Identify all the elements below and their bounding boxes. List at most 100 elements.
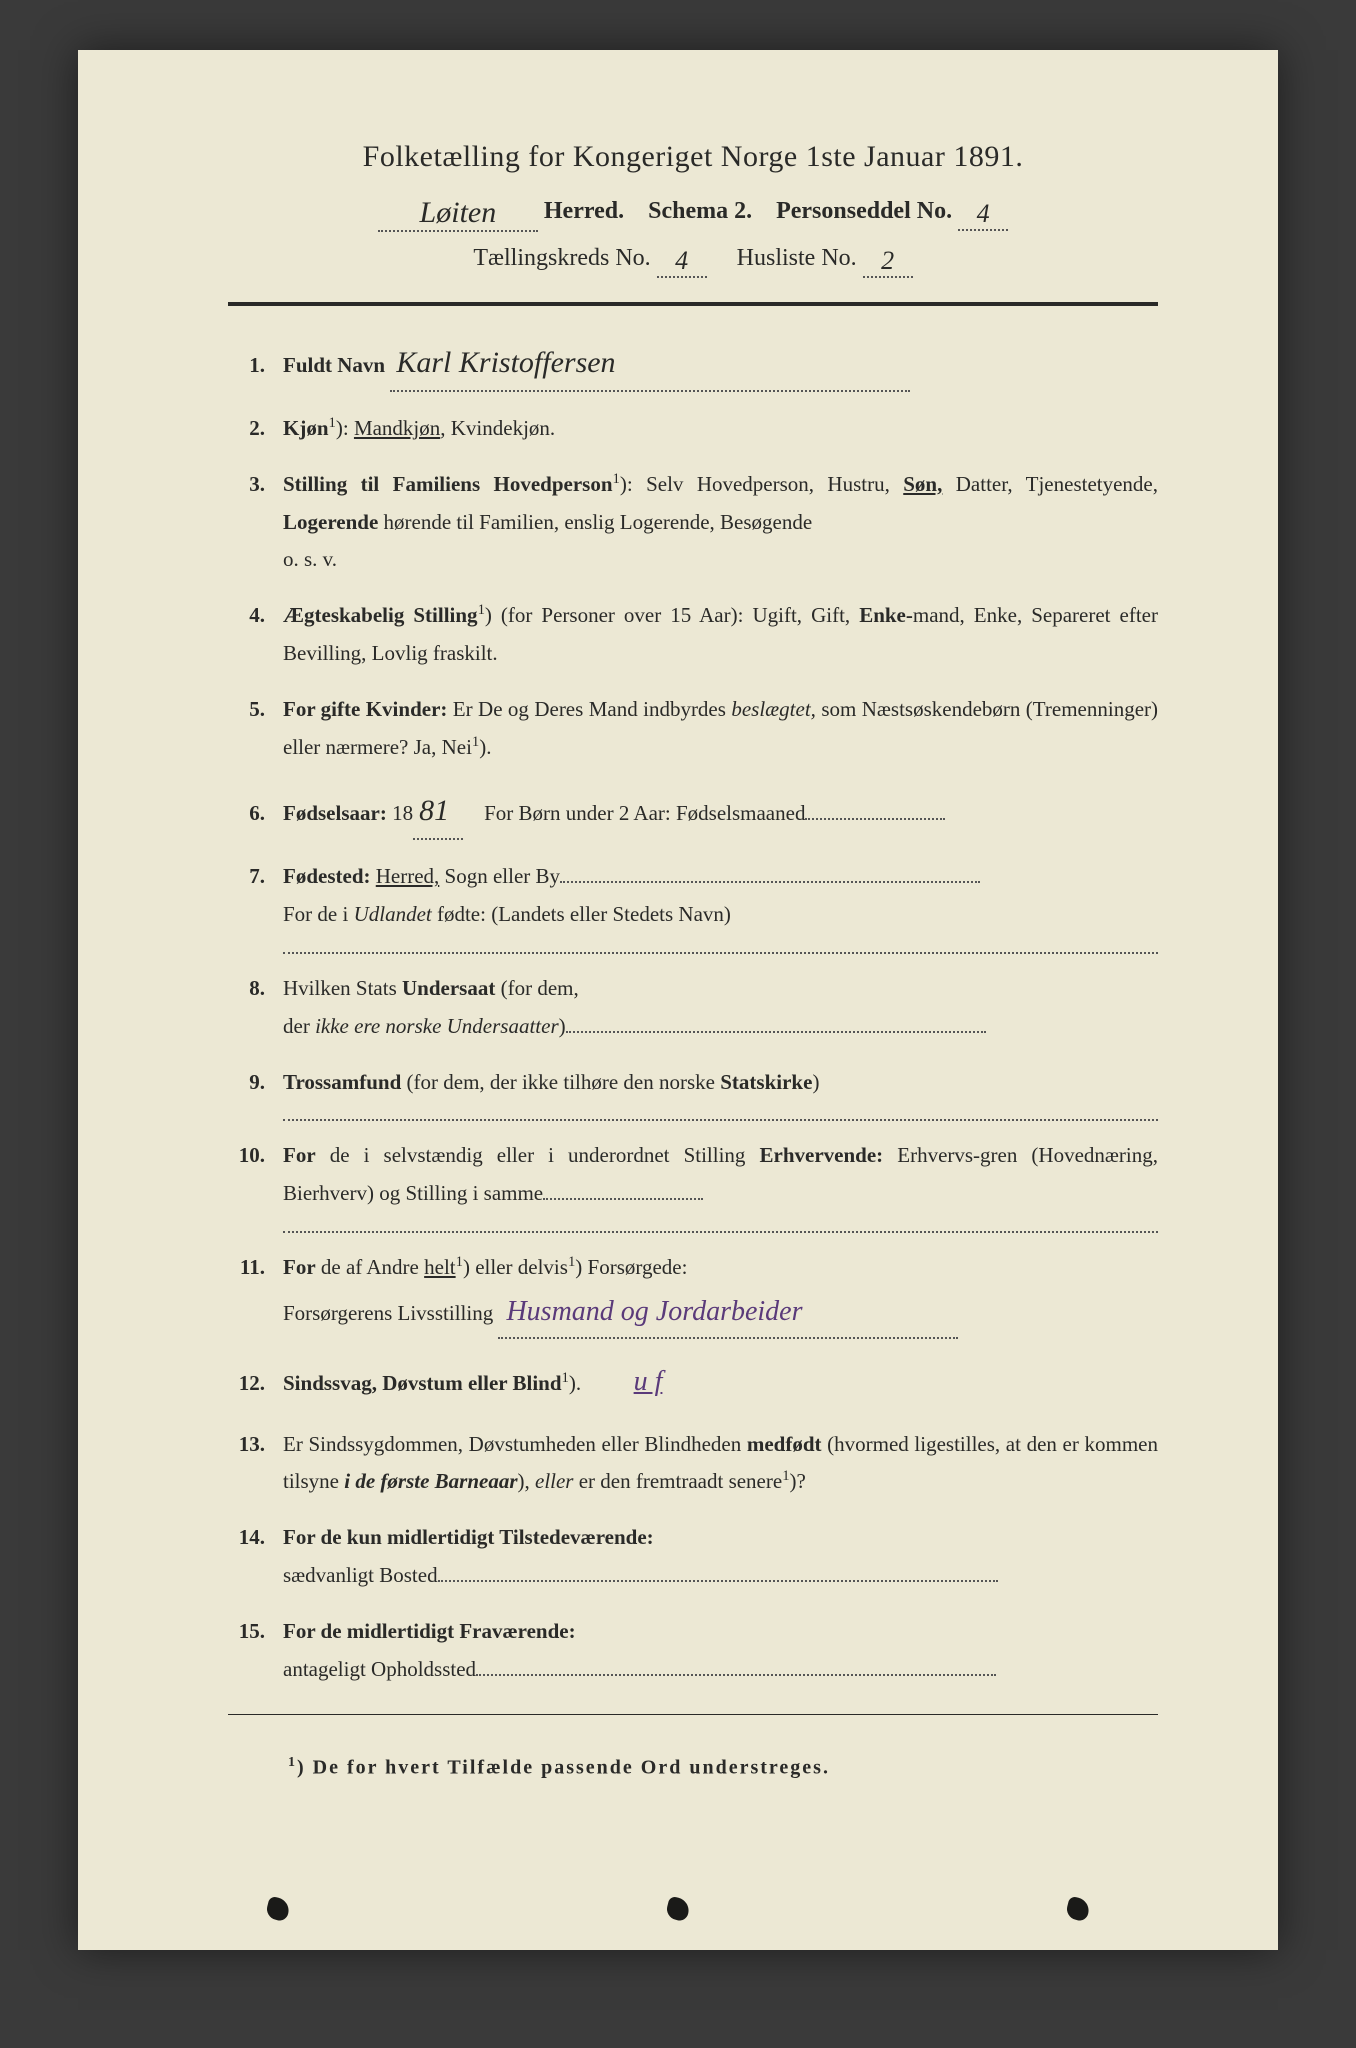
herred: Herred, bbox=[376, 864, 440, 888]
label: Kjøn bbox=[283, 416, 329, 440]
herred-label: Herred. bbox=[544, 198, 624, 225]
item-body: For de midlertidigt Fraværende: antageli… bbox=[283, 1613, 1158, 1689]
subtitle-row-1: Løiten Herred. Schema 2. Personseddel No… bbox=[228, 192, 1158, 228]
end: )? bbox=[790, 1469, 806, 1493]
item-13: 13. Er Sindssygdommen, Døvstumheden elle… bbox=[228, 1426, 1158, 1502]
rest2: ), bbox=[518, 1469, 536, 1493]
udlandet: Udlandet bbox=[354, 902, 432, 926]
rest: (for dem, der ikke tilhøre den norske bbox=[401, 1070, 720, 1094]
item-body: Er Sindssygdommen, Døvstumheden eller Bl… bbox=[283, 1426, 1158, 1502]
item-num: 15. bbox=[228, 1613, 283, 1651]
cont: sædvanligt Bosted bbox=[283, 1563, 438, 1587]
dots bbox=[560, 881, 980, 883]
label: For de midlertidigt Fraværende: bbox=[283, 1619, 576, 1643]
item-num: 1. bbox=[228, 347, 283, 385]
end: ) bbox=[812, 1070, 819, 1094]
text: Er Sindssygdommen, Døvstumheden eller Bl… bbox=[283, 1432, 747, 1456]
item-body: Fødested: Herred, Sogn eller By For de i… bbox=[283, 858, 1158, 934]
item-body: For gifte Kvinder: Er De og Deres Mand i… bbox=[283, 691, 1158, 767]
label: Sindssvag, Døvstum eller Blind bbox=[283, 1371, 562, 1395]
dots bbox=[566, 1031, 986, 1033]
dots-line bbox=[283, 1119, 1158, 1121]
spot-icon bbox=[665, 1896, 692, 1923]
item-body: Ægteskabelig Stilling1) (for Personer ov… bbox=[283, 597, 1158, 673]
item-body: Fødselsaar: 1881 For Børn under 2 Aar: F… bbox=[283, 784, 1158, 840]
item-9: 9. Trossamfund (for dem, der ikke tilhør… bbox=[228, 1064, 1158, 1102]
end: ). bbox=[479, 735, 491, 759]
dots bbox=[438, 1580, 998, 1582]
kreds-no: 4 bbox=[657, 246, 707, 278]
item-num: 6. bbox=[228, 795, 283, 833]
logerende: Logerende bbox=[283, 510, 378, 534]
helt: helt bbox=[424, 1255, 456, 1279]
husliste-no: 2 bbox=[863, 246, 913, 278]
item-num: 13. bbox=[228, 1426, 283, 1464]
item-7: 7. Fødested: Herred, Sogn eller By For d… bbox=[228, 858, 1158, 934]
sup: 1 bbox=[562, 1370, 569, 1386]
item-4: 4. Ægteskabelig Stilling1) (for Personer… bbox=[228, 597, 1158, 673]
item-body: Stilling til Familiens Hovedperson1): Se… bbox=[283, 466, 1158, 579]
schema-label: Schema 2. bbox=[648, 198, 752, 225]
stats: Statskirke bbox=[720, 1070, 812, 1094]
end: ) Forsørgede: bbox=[575, 1255, 687, 1279]
divider-thick bbox=[228, 302, 1158, 306]
enke: Enke- bbox=[859, 603, 913, 627]
end: ). bbox=[569, 1371, 581, 1395]
item-num: 8. bbox=[228, 970, 283, 1008]
item-body: Hvilken Stats Undersaat (for dem, der ik… bbox=[283, 970, 1158, 1046]
sup: 1 bbox=[329, 415, 336, 431]
mandkjon: Mandkjøn bbox=[354, 416, 440, 440]
year-prefix: 18 bbox=[387, 801, 413, 825]
erhv: Erhvervende: bbox=[760, 1143, 884, 1167]
item-num: 4. bbox=[228, 597, 283, 635]
sup: 1 bbox=[478, 602, 485, 618]
main-title: Folketælling for Kongeriget Norge 1ste J… bbox=[228, 140, 1158, 174]
cont: antageligt Opholdssted bbox=[283, 1657, 476, 1681]
year-hand: 81 bbox=[413, 784, 463, 840]
divider-thin bbox=[228, 1714, 1158, 1715]
spot-icon bbox=[265, 1896, 292, 1923]
dots bbox=[476, 1674, 996, 1676]
personseddel-no: 4 bbox=[958, 199, 1008, 231]
kreds-label: Tællingskreds No. bbox=[473, 245, 650, 272]
item-body: Fuldt Navn Karl Kristoffersen bbox=[283, 336, 1158, 392]
rest: Er De og Deres Mand indbyrdes bbox=[447, 697, 731, 721]
cont2: fødte: (Landets eller Stedets Navn) bbox=[432, 902, 731, 926]
item-body: For de i selvstændig eller i underordnet… bbox=[283, 1137, 1158, 1213]
rest: de i selvstændig eller i underordnet Sti… bbox=[316, 1143, 760, 1167]
item-5: 5. For gifte Kvinder: Er De og Deres Man… bbox=[228, 691, 1158, 767]
item-num: 12. bbox=[228, 1365, 283, 1403]
item-num: 7. bbox=[228, 858, 283, 896]
footnote: 1) De for hvert Tilfælde passende Ord un… bbox=[228, 1755, 1158, 1780]
label: Stilling til Familiens Hovedperson bbox=[283, 472, 613, 496]
ital: ikke ere norske Undersaatter bbox=[315, 1014, 559, 1038]
form-header: Folketælling for Kongeriget Norge 1ste J… bbox=[228, 140, 1158, 274]
overwrite: u f bbox=[634, 1366, 663, 1397]
label: Fødested: bbox=[283, 864, 371, 888]
kvindekjon: , Kvindekjøn. bbox=[440, 416, 555, 440]
livsstilling-hand: Husmand og Jordarbeider bbox=[498, 1287, 958, 1339]
cont: der bbox=[283, 1014, 315, 1038]
dots bbox=[805, 818, 945, 820]
rest: ) (for Personer over 15 Aar): Ugift, Gif… bbox=[485, 603, 859, 627]
label: For gifte Kvinder: bbox=[283, 697, 447, 721]
item-num: 14. bbox=[228, 1519, 283, 1557]
medf: medfødt bbox=[747, 1432, 822, 1456]
item-14: 14. For de kun midlertidigt Tilstedevære… bbox=[228, 1519, 1158, 1595]
name-handwritten: Karl Kristoffersen bbox=[390, 336, 910, 392]
label: Undersaat bbox=[402, 976, 495, 1000]
foot-text: ) De for hvert Tilfælde passende Ord und… bbox=[297, 1757, 830, 1779]
item-body: Trossamfund (for dem, der ikke tilhøre d… bbox=[283, 1064, 1158, 1102]
foot-sup: 1 bbox=[288, 1755, 297, 1770]
item-num: 5. bbox=[228, 691, 283, 729]
ital: i de første Barneaar bbox=[344, 1469, 517, 1493]
sup: 1 bbox=[782, 1468, 789, 1484]
item-num: 11. bbox=[228, 1249, 283, 1287]
besl: beslægtet, bbox=[731, 697, 816, 721]
text2: (for dem, bbox=[495, 976, 578, 1000]
son: Søn, bbox=[903, 472, 942, 496]
item-num: 10. bbox=[228, 1137, 283, 1175]
herred-handwritten: Løiten bbox=[378, 196, 538, 232]
cont-label: Forsørgerens Livsstilling bbox=[283, 1301, 493, 1325]
item-body: Kjøn1): Mandkjøn, Kvindekjøn. bbox=[283, 410, 1158, 448]
